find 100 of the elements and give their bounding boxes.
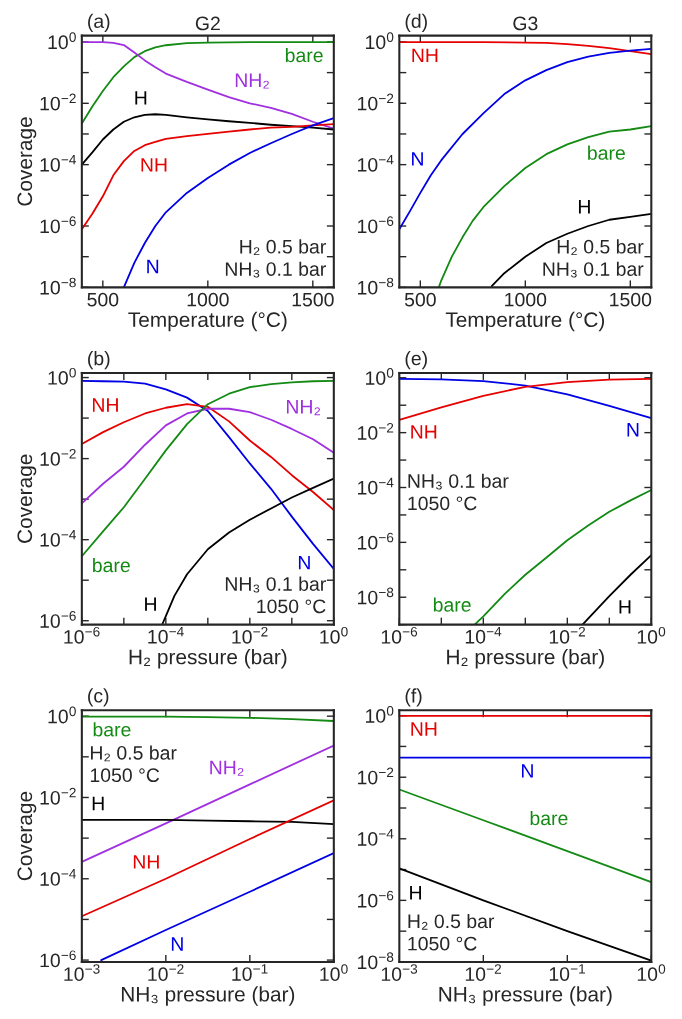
series-label: H <box>145 597 156 611</box>
x-tick-label: 1500 <box>610 292 652 307</box>
x-tick-label: 10$^{0}$ <box>320 626 348 644</box>
y-tick-label: 10$^{−6}$ <box>358 890 394 908</box>
x-tick-label: 1500 <box>292 292 334 307</box>
y-tick-label: 10$^{−2}$ <box>40 93 76 111</box>
line-series <box>438 125 652 288</box>
line-series <box>490 212 652 288</box>
text: (a) <box>88 13 110 32</box>
chart-title: G2 <box>195 16 220 31</box>
y-tick-label: 10$^{0}$ <box>366 368 394 385</box>
x-tick-label: 10$^{−2}$ <box>232 626 268 644</box>
series-label: NH <box>411 425 437 439</box>
series-label: NH <box>412 48 438 63</box>
y-axis-title: Coverage <box>17 791 37 881</box>
line-series <box>122 117 334 288</box>
y-tick-label: 10$^{−8}$ <box>40 277 76 295</box>
y-tick-label: 10$^{−8}$ <box>358 277 394 295</box>
x-tick-label: 10$^{0}$ <box>320 964 348 982</box>
series-label: N <box>412 152 423 166</box>
series-label: bare <box>433 597 471 612</box>
y-tick-label: 10$^{0}$ <box>48 367 76 385</box>
y-axis-title: Coverage <box>17 117 37 206</box>
x-tick-label: 10$^{−2}$ <box>148 964 184 982</box>
line-series <box>81 123 334 231</box>
text: (f) <box>405 688 422 707</box>
y-tick-label: 10$^{−2}$ <box>358 93 394 111</box>
series-label: NH₂ <box>235 73 269 89</box>
y-tick-label: 10$^{−6}$ <box>40 611 76 628</box>
series-label: H <box>92 796 104 811</box>
text: (d) <box>405 13 427 32</box>
x-axis-title: NH₃ pressure (bar) <box>121 986 295 1006</box>
annotation: NH₃ 0.1 bar 1050 °C <box>408 473 509 511</box>
x-tick-label: 10$^{−6}$ <box>64 626 100 644</box>
y-tick-label: 10$^{−2}$ <box>358 422 394 440</box>
series-label: H <box>410 886 421 900</box>
x-tick-label: 10$^{−1}$ <box>549 964 586 981</box>
series-label: NH <box>92 398 118 412</box>
line-series <box>399 48 652 231</box>
annotation: H₂ 0.5 bar NH₃ 0.1 bar <box>225 239 326 278</box>
annotation: H₂ 0.5 bar 1050 °C <box>408 913 495 951</box>
x-tick-label: 10$^{0}$ <box>637 964 666 982</box>
x-tick-label: 10$^{−1}$ <box>232 964 268 981</box>
series-label: bare <box>93 557 130 573</box>
x-tick-label: 10$^{−6}$ <box>381 626 418 644</box>
x-tick-label: 10$^{−2}$ <box>465 964 502 982</box>
x-axis-title: H₂ pressure (bar) <box>447 649 604 669</box>
x-tick-label: 1000 <box>187 292 229 307</box>
series-label: NH₂ <box>210 760 244 776</box>
series-label: NH₂ <box>286 400 321 416</box>
y-tick-label: 10$^{−8}$ <box>358 587 394 605</box>
x-tick-label: 10$^{−4}$ <box>465 626 502 644</box>
y-tick-label: 10$^{−4}$ <box>358 154 394 172</box>
series-label: H <box>135 91 147 105</box>
y-tick-label: 10$^{−2}$ <box>358 767 394 785</box>
y-tick-label: 10$^{−2}$ <box>40 787 76 805</box>
text: (c) <box>88 688 109 707</box>
series-label: N <box>147 259 159 274</box>
x-axis-title: H₂ pressure (bar) <box>129 649 287 669</box>
y-axis-title: Coverage <box>17 454 37 543</box>
text: (e) <box>405 351 427 370</box>
series-label: H <box>578 200 590 214</box>
x-tick-label: 1000 <box>505 292 547 307</box>
y-tick-label: 10$^{−6}$ <box>40 216 76 234</box>
text: (b) <box>88 351 110 370</box>
series-label: bare <box>285 47 323 63</box>
series-label: NH <box>411 722 437 736</box>
y-tick-label: 10$^{−4}$ <box>358 829 394 846</box>
y-tick-label: 10$^{0}$ <box>366 705 394 723</box>
series-label: N <box>627 423 639 437</box>
x-tick-label: 500 <box>87 292 119 307</box>
series-label: N <box>171 937 183 951</box>
annotation: H₂ 0.5 bar NH₃ 0.1 bar <box>543 239 644 278</box>
series-label: bare <box>93 722 131 737</box>
series-label: H <box>619 600 631 614</box>
line-series <box>399 788 652 884</box>
x-axis-title: NH₃ pressure (bar) <box>439 986 612 1006</box>
y-tick-label: 10$^{−4}$ <box>358 477 394 495</box>
y-tick-label: 10$^{−6}$ <box>358 532 394 550</box>
x-axis-title: Temperature (°C) <box>128 311 287 332</box>
series-label: bare <box>530 810 568 826</box>
y-tick-label: 10$^{0}$ <box>366 32 394 50</box>
y-tick-label: 10$^{−4}$ <box>40 154 76 172</box>
series-label: bare <box>588 145 625 160</box>
annotation: NH₃ 0.1 bar 1050 °C <box>225 576 326 614</box>
y-tick-label: 10$^{−2}$ <box>40 448 76 466</box>
annotation: H₂ 0.5 bar 1050 °C <box>90 745 177 783</box>
y-tick-label: 10$^{−4}$ <box>40 530 76 547</box>
series-label: NH <box>141 158 167 172</box>
y-tick-label: 10$^{0}$ <box>48 32 76 50</box>
x-axis-title: Temperature (°C) <box>445 311 605 332</box>
x-tick-label: 10$^{0}$ <box>637 626 666 644</box>
series-label: NH <box>133 855 159 869</box>
y-tick-label: 10$^{0}$ <box>48 706 76 724</box>
y-tick-label: 10$^{−6}$ <box>358 216 394 234</box>
series-label: N <box>521 764 533 778</box>
chart-title: G3 <box>513 16 538 31</box>
x-tick-label: 10$^{−4}$ <box>148 626 184 644</box>
series-label: N <box>298 555 310 570</box>
x-tick-label: 500 <box>404 292 436 307</box>
